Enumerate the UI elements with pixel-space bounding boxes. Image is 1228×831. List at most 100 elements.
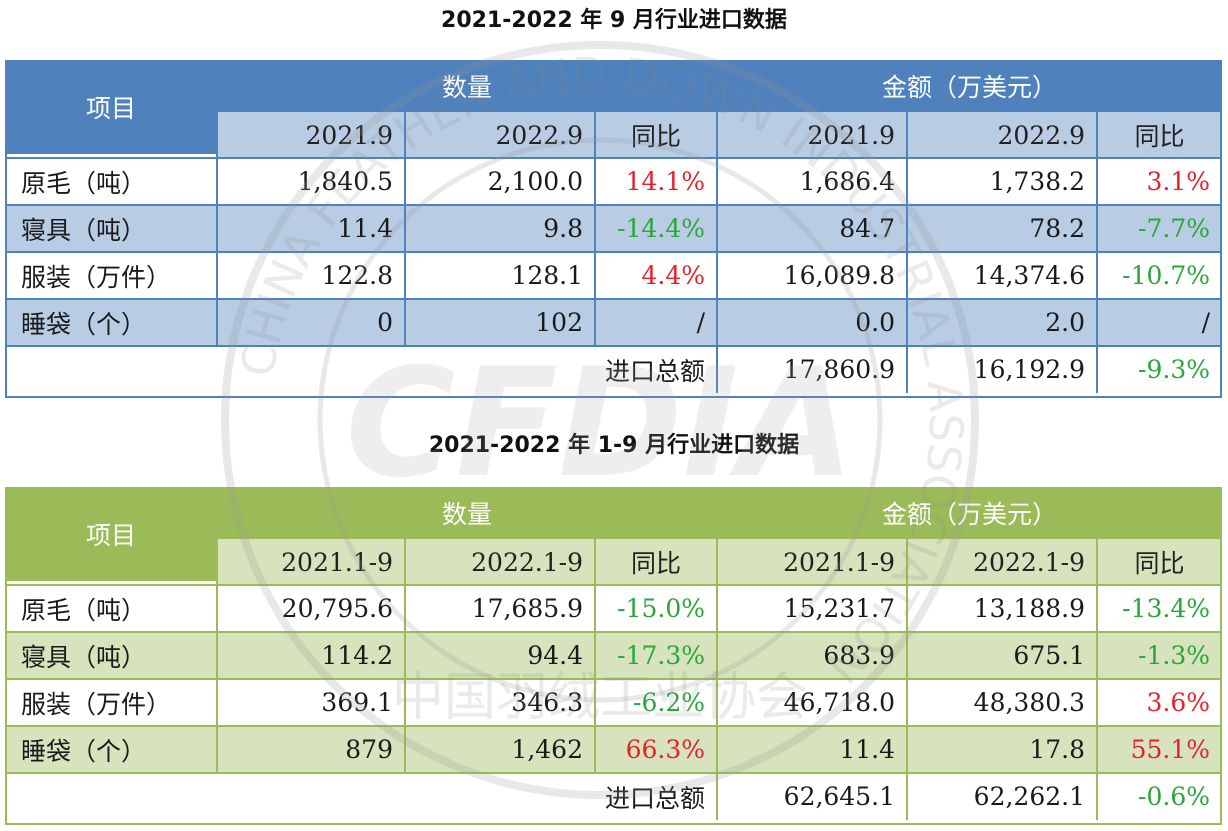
grid-line <box>5 251 1222 253</box>
header-col-2: 同比 <box>595 112 717 158</box>
table-cell: 2.0 <box>907 299 1097 346</box>
table-cell: -7.7% <box>1097 205 1222 252</box>
table-2-title: 2021-2022 年 1-9 月行业进口数据 <box>428 433 800 458</box>
grid-line <box>5 584 1222 586</box>
table-cell: 2,100.0 <box>405 158 595 205</box>
total-cell: 62,645.1 <box>717 773 907 820</box>
grid-line <box>404 112 406 346</box>
grid-line <box>216 60 218 346</box>
table-cell: 20,795.6 <box>217 585 405 632</box>
header-item-cell: 项目 <box>5 60 217 154</box>
table-cell: / <box>595 299 717 346</box>
table-cell: -15.0% <box>595 585 717 632</box>
row-label: 睡袋（个） <box>5 299 217 346</box>
total-cell: 17,860.9 <box>717 346 907 393</box>
table-cell: 3.1% <box>1097 158 1222 205</box>
grid-line <box>5 725 1222 727</box>
table-cell: 17,685.9 <box>405 585 595 632</box>
table-cell: 128.1 <box>405 252 595 299</box>
grid-line <box>716 487 718 820</box>
table-cell: 16,089.8 <box>717 252 907 299</box>
table-cell: 46,718.0 <box>717 679 907 726</box>
table-cell: 14.1% <box>595 158 717 205</box>
total-cell: -0.6% <box>1097 773 1222 820</box>
grid-line <box>5 157 1222 159</box>
table-cell: 114.2 <box>217 632 405 679</box>
table-cell: 78.2 <box>907 205 1097 252</box>
table-cell: 11.4 <box>217 205 405 252</box>
table-cell: 1,462 <box>405 726 595 773</box>
total-cell: 62,262.1 <box>907 773 1097 820</box>
table-cell: 84.7 <box>717 205 907 252</box>
header-col-3: 2021.1-9 <box>717 539 907 585</box>
header-col-5: 同比 <box>1097 539 1222 585</box>
grid-line <box>5 204 1222 206</box>
header-col-4: 2022.9 <box>907 112 1097 158</box>
table-cell: 346.3 <box>405 679 595 726</box>
header-col-0: 2021.1-9 <box>217 539 405 585</box>
header-col-4: 2022.1-9 <box>907 539 1097 585</box>
table-cell: -10.7% <box>1097 252 1222 299</box>
table-cell: 3.6% <box>1097 679 1222 726</box>
grid-line <box>5 345 1222 347</box>
header-col-2: 同比 <box>595 539 717 585</box>
header-col-3: 2021.9 <box>717 112 907 158</box>
table-cell: -13.4% <box>1097 585 1222 632</box>
table-cell: -6.2% <box>595 679 717 726</box>
grid-line <box>5 772 1222 774</box>
row-label: 寝具（吨） <box>5 205 217 252</box>
header-group-amount: 金额（万美元） <box>717 60 1222 112</box>
total-cell: 16,192.9 <box>907 346 1097 393</box>
table-1-title: 2021-2022 年 9 月行业进口数据 <box>441 8 787 33</box>
table-cell: 4.4% <box>595 252 717 299</box>
table-cell: 17.8 <box>907 726 1097 773</box>
header-group-amount: 金额（万美元） <box>717 487 1222 539</box>
table-cell: 66.3% <box>595 726 717 773</box>
total-label: 进口总额 <box>5 346 717 393</box>
table-cell: 13,188.9 <box>907 585 1097 632</box>
table-cell: 879 <box>217 726 405 773</box>
table-cell: 55.1% <box>1097 726 1222 773</box>
table-cell: -17.3% <box>595 632 717 679</box>
header-col-1: 2022.9 <box>405 112 595 158</box>
table-cell: 675.1 <box>907 632 1097 679</box>
table-cell: 14,374.6 <box>907 252 1097 299</box>
row-label: 睡袋（个） <box>5 726 217 773</box>
table-cell: 683.9 <box>717 632 907 679</box>
table-cell: 0.0 <box>717 299 907 346</box>
table-cell: 1,840.5 <box>217 158 405 205</box>
table-cell: 1,686.4 <box>717 158 907 205</box>
grid-line <box>716 60 718 393</box>
table-cell: -1.3% <box>1097 632 1222 679</box>
table-cell: / <box>1097 299 1222 346</box>
table-cell: 15,231.7 <box>717 585 907 632</box>
total-label: 进口总额 <box>5 773 717 820</box>
table-cell: 102 <box>405 299 595 346</box>
total-cell: -9.3% <box>1097 346 1222 393</box>
grid-line <box>594 539 596 773</box>
row-label: 服装（万件） <box>5 252 217 299</box>
table-cell: 122.8 <box>217 252 405 299</box>
row-label: 寝具（吨） <box>5 632 217 679</box>
grid-line <box>5 678 1222 680</box>
table-cell: 94.4 <box>405 632 595 679</box>
table-cell: 0 <box>217 299 405 346</box>
table-cell: 369.1 <box>217 679 405 726</box>
grid-line <box>5 631 1222 633</box>
header-item-cell: 项目 <box>5 487 217 581</box>
grid-line <box>404 539 406 773</box>
grid-line <box>594 112 596 346</box>
table-cell: 11.4 <box>717 726 907 773</box>
table-cell: 48,380.3 <box>907 679 1097 726</box>
table-cell: -14.4% <box>595 205 717 252</box>
grid-line <box>216 487 218 773</box>
table-cell: 9.8 <box>405 205 595 252</box>
header-col-1: 2022.1-9 <box>405 539 595 585</box>
header-col-5: 同比 <box>1097 112 1222 158</box>
table-frame <box>5 487 1222 825</box>
header-group-quantity: 数量 <box>217 60 717 112</box>
grid-line <box>5 298 1222 300</box>
row-label: 原毛（吨） <box>5 158 217 205</box>
row-label: 原毛（吨） <box>5 585 217 632</box>
row-label: 服装（万件） <box>5 679 217 726</box>
